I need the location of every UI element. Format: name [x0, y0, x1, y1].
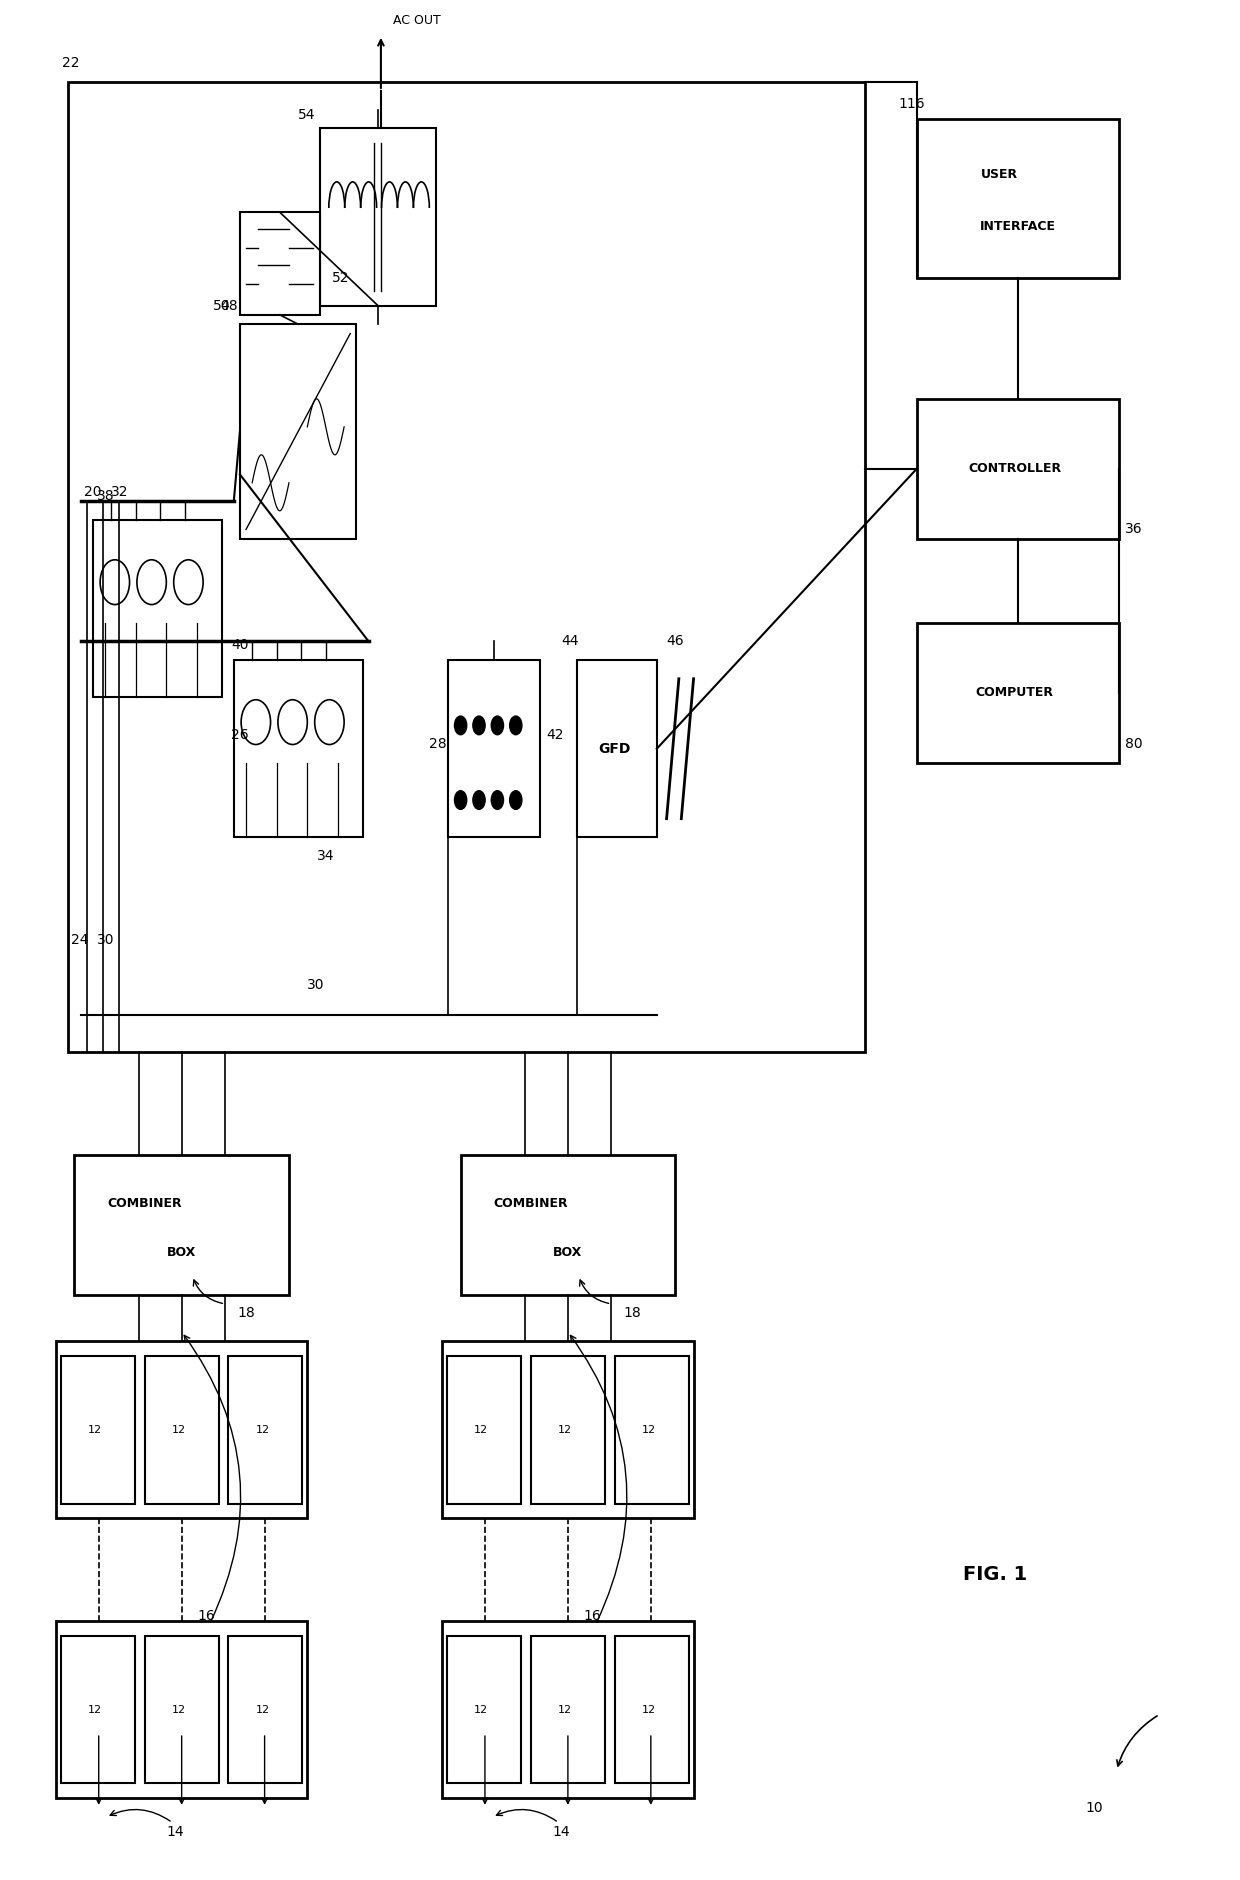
Text: 24: 24	[71, 932, 88, 948]
Text: 12: 12	[255, 1705, 270, 1715]
Text: 22: 22	[62, 56, 79, 70]
Bar	[615, 1636, 688, 1784]
Text: 32: 32	[112, 485, 129, 498]
Text: 50: 50	[213, 299, 231, 312]
Circle shape	[510, 716, 522, 735]
Bar	[443, 1621, 693, 1799]
Text: 12: 12	[474, 1705, 489, 1715]
Text: 12: 12	[88, 1425, 102, 1434]
Text: 12: 12	[642, 1705, 656, 1715]
Bar	[145, 1636, 218, 1784]
Text: 16: 16	[197, 1609, 215, 1622]
Text: BOX: BOX	[167, 1246, 196, 1260]
Text: AC OUT: AC OUT	[393, 13, 441, 26]
Text: 28: 28	[429, 737, 446, 750]
Text: 12: 12	[558, 1705, 572, 1715]
Text: 20: 20	[84, 485, 102, 498]
Bar	[448, 1636, 521, 1784]
Text: 12: 12	[255, 1425, 270, 1434]
Text: 54: 54	[298, 109, 315, 122]
Text: 18: 18	[237, 1307, 255, 1320]
Text: 10: 10	[1086, 1801, 1104, 1814]
Bar	[93, 521, 222, 697]
Circle shape	[455, 791, 466, 810]
Circle shape	[455, 716, 466, 735]
Bar	[577, 660, 657, 837]
Text: COMBINER: COMBINER	[494, 1198, 568, 1211]
Text: 12: 12	[642, 1425, 656, 1434]
Bar	[449, 660, 541, 837]
Bar	[320, 128, 436, 306]
Text: GFD: GFD	[599, 743, 631, 756]
Text: COMBINER: COMBINER	[108, 1198, 182, 1211]
Bar	[916, 399, 1118, 540]
Text: 36: 36	[1125, 523, 1143, 536]
Text: 30: 30	[308, 978, 325, 993]
Text: 26: 26	[232, 728, 249, 743]
Text: 30: 30	[97, 932, 114, 948]
Bar	[460, 1154, 675, 1295]
Text: COMPUTER: COMPUTER	[975, 686, 1053, 699]
Bar	[443, 1340, 693, 1519]
Bar	[615, 1355, 688, 1504]
Circle shape	[491, 791, 503, 810]
Text: INTERFACE: INTERFACE	[980, 220, 1056, 233]
Bar	[74, 1154, 289, 1295]
Text: 14: 14	[553, 1825, 570, 1839]
Text: 48: 48	[221, 299, 238, 312]
Bar	[234, 660, 362, 837]
Bar	[56, 1340, 308, 1519]
Text: 80: 80	[1125, 737, 1143, 750]
Text: CONTROLLER: CONTROLLER	[968, 462, 1061, 476]
Bar	[145, 1355, 218, 1504]
Bar	[531, 1636, 605, 1784]
Bar	[916, 622, 1118, 763]
Text: 12: 12	[558, 1425, 572, 1434]
Circle shape	[510, 791, 522, 810]
Text: FIG. 1: FIG. 1	[963, 1564, 1028, 1585]
Bar	[56, 1621, 308, 1799]
Text: 14: 14	[166, 1825, 184, 1839]
Bar	[61, 1355, 135, 1504]
Bar	[228, 1636, 303, 1784]
Text: 12: 12	[88, 1705, 102, 1715]
Text: 12: 12	[474, 1425, 489, 1434]
Bar	[531, 1355, 605, 1504]
Text: 40: 40	[232, 637, 249, 652]
Bar	[448, 1355, 521, 1504]
Text: 34: 34	[317, 850, 335, 863]
Bar	[916, 118, 1118, 278]
Bar	[68, 81, 866, 1053]
Bar	[228, 1355, 303, 1504]
Text: BOX: BOX	[553, 1246, 583, 1260]
Text: 116: 116	[898, 98, 925, 111]
Text: 12: 12	[172, 1705, 186, 1715]
Text: 44: 44	[562, 634, 579, 649]
Text: 18: 18	[624, 1307, 641, 1320]
Text: 42: 42	[547, 728, 564, 743]
Text: 12: 12	[172, 1425, 186, 1434]
Text: 16: 16	[583, 1609, 601, 1622]
Text: 52: 52	[332, 271, 350, 284]
Circle shape	[472, 716, 485, 735]
Bar	[61, 1636, 135, 1784]
Circle shape	[491, 716, 503, 735]
Bar	[239, 323, 356, 540]
Text: 46: 46	[667, 634, 684, 649]
Circle shape	[472, 791, 485, 810]
Text: USER: USER	[981, 167, 1018, 180]
Text: 38: 38	[97, 489, 114, 502]
Bar	[239, 212, 320, 314]
